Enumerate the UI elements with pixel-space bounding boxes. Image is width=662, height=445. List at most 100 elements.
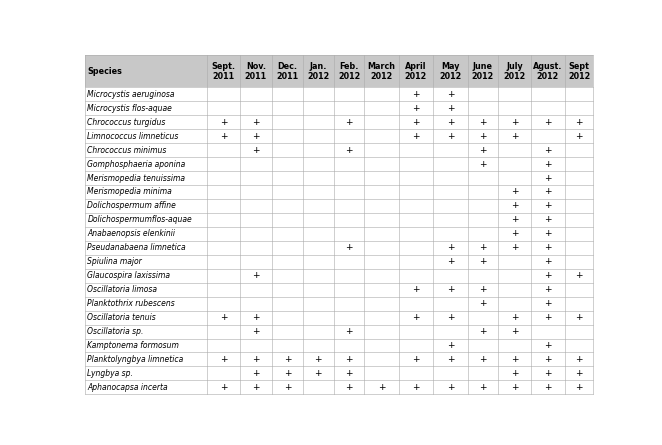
Bar (85, 324, 593, 339)
Text: +: + (284, 369, 291, 378)
Text: +: + (479, 146, 487, 154)
Text: +: + (544, 160, 551, 169)
Text: +: + (544, 174, 551, 182)
Text: Planktothrix rubescens: Planktothrix rubescens (87, 299, 175, 308)
Text: +: + (479, 299, 487, 308)
Bar (85, 171, 593, 185)
Text: +: + (575, 118, 583, 127)
Text: +: + (220, 118, 227, 127)
Text: +: + (479, 285, 487, 294)
Text: +: + (346, 383, 353, 392)
Text: +: + (412, 383, 420, 392)
Text: +: + (575, 313, 583, 322)
Text: +: + (510, 229, 518, 239)
Text: +: + (575, 355, 583, 364)
Text: +: + (314, 369, 322, 378)
Bar (85, 352, 593, 366)
Text: +: + (447, 104, 454, 113)
Text: +: + (544, 187, 551, 197)
Text: Chrococcus turgidus: Chrococcus turgidus (87, 118, 166, 127)
Text: Feb.
2012: Feb. 2012 (338, 61, 360, 81)
Text: +: + (544, 313, 551, 322)
Text: +: + (220, 132, 227, 141)
Text: +: + (252, 383, 260, 392)
Text: +: + (575, 383, 583, 392)
Text: +: + (479, 327, 487, 336)
Text: +: + (252, 313, 260, 322)
Text: +: + (510, 369, 518, 378)
Bar (85, 227, 593, 241)
Bar (85, 269, 593, 283)
Text: +: + (346, 355, 353, 364)
Text: +: + (575, 132, 583, 141)
Text: +: + (544, 271, 551, 280)
Bar (85, 55, 593, 87)
Bar (85, 185, 593, 199)
Text: +: + (412, 313, 420, 322)
Text: +: + (284, 383, 291, 392)
Text: +: + (346, 243, 353, 252)
Text: +: + (412, 355, 420, 364)
Bar (85, 255, 593, 269)
Text: +: + (575, 271, 583, 280)
Bar (85, 157, 593, 171)
Text: Microcystis flos-aquae: Microcystis flos-aquae (87, 104, 172, 113)
Text: +: + (544, 299, 551, 308)
Text: +: + (252, 118, 260, 127)
Text: Oscillatoria limosa: Oscillatoria limosa (87, 285, 158, 294)
Text: +: + (252, 355, 260, 364)
Text: +: + (510, 383, 518, 392)
Text: +: + (447, 313, 454, 322)
Text: +: + (412, 285, 420, 294)
Text: +: + (510, 215, 518, 224)
Text: +: + (447, 257, 454, 266)
Text: +: + (510, 202, 518, 210)
Bar (85, 339, 593, 352)
Text: Merismopedia tenuissima: Merismopedia tenuissima (87, 174, 185, 182)
Text: Pseudanabaena limnetica: Pseudanabaena limnetica (87, 243, 186, 252)
Text: June
2012: June 2012 (472, 61, 494, 81)
Bar (85, 129, 593, 143)
Text: +: + (252, 271, 260, 280)
Text: +: + (346, 118, 353, 127)
Text: +: + (510, 355, 518, 364)
Text: +: + (544, 146, 551, 154)
Text: +: + (447, 243, 454, 252)
Text: May
2012: May 2012 (439, 61, 461, 81)
Bar (85, 241, 593, 255)
Text: Species: Species (87, 67, 122, 76)
Text: +: + (479, 160, 487, 169)
Text: March
2012: March 2012 (367, 61, 396, 81)
Bar (85, 199, 593, 213)
Bar (85, 311, 593, 324)
Bar (85, 143, 593, 157)
Text: Gomphosphaeria aponina: Gomphosphaeria aponina (87, 160, 185, 169)
Text: Chrococcus minimus: Chrococcus minimus (87, 146, 167, 154)
Text: Dolichospermum affine: Dolichospermum affine (87, 202, 176, 210)
Bar (85, 115, 593, 129)
Text: +: + (544, 285, 551, 294)
Text: +: + (220, 383, 227, 392)
Text: +: + (447, 355, 454, 364)
Text: +: + (479, 383, 487, 392)
Text: Oscillatoria sp.: Oscillatoria sp. (87, 327, 144, 336)
Text: +: + (544, 243, 551, 252)
Text: +: + (544, 215, 551, 224)
Text: Dolichospermumflos-aquae: Dolichospermumflos-aquae (87, 215, 192, 224)
Text: +: + (346, 327, 353, 336)
Text: Agust.
2012: Agust. 2012 (533, 61, 563, 81)
Text: Limnococcus limneticus: Limnococcus limneticus (87, 132, 179, 141)
Text: +: + (346, 369, 353, 378)
Text: Kamptonema formosum: Kamptonema formosum (87, 341, 179, 350)
Text: Aphanocapsa incerta: Aphanocapsa incerta (87, 383, 168, 392)
Text: +: + (479, 355, 487, 364)
Text: +: + (544, 202, 551, 210)
Bar (85, 297, 593, 311)
Text: Microcystis aeruginosa: Microcystis aeruginosa (87, 90, 175, 99)
Text: Dec.
2011: Dec. 2011 (277, 61, 299, 81)
Text: +: + (544, 229, 551, 239)
Bar (85, 87, 593, 101)
Text: Spiulina major: Spiulina major (87, 257, 142, 266)
Text: +: + (510, 243, 518, 252)
Text: +: + (252, 132, 260, 141)
